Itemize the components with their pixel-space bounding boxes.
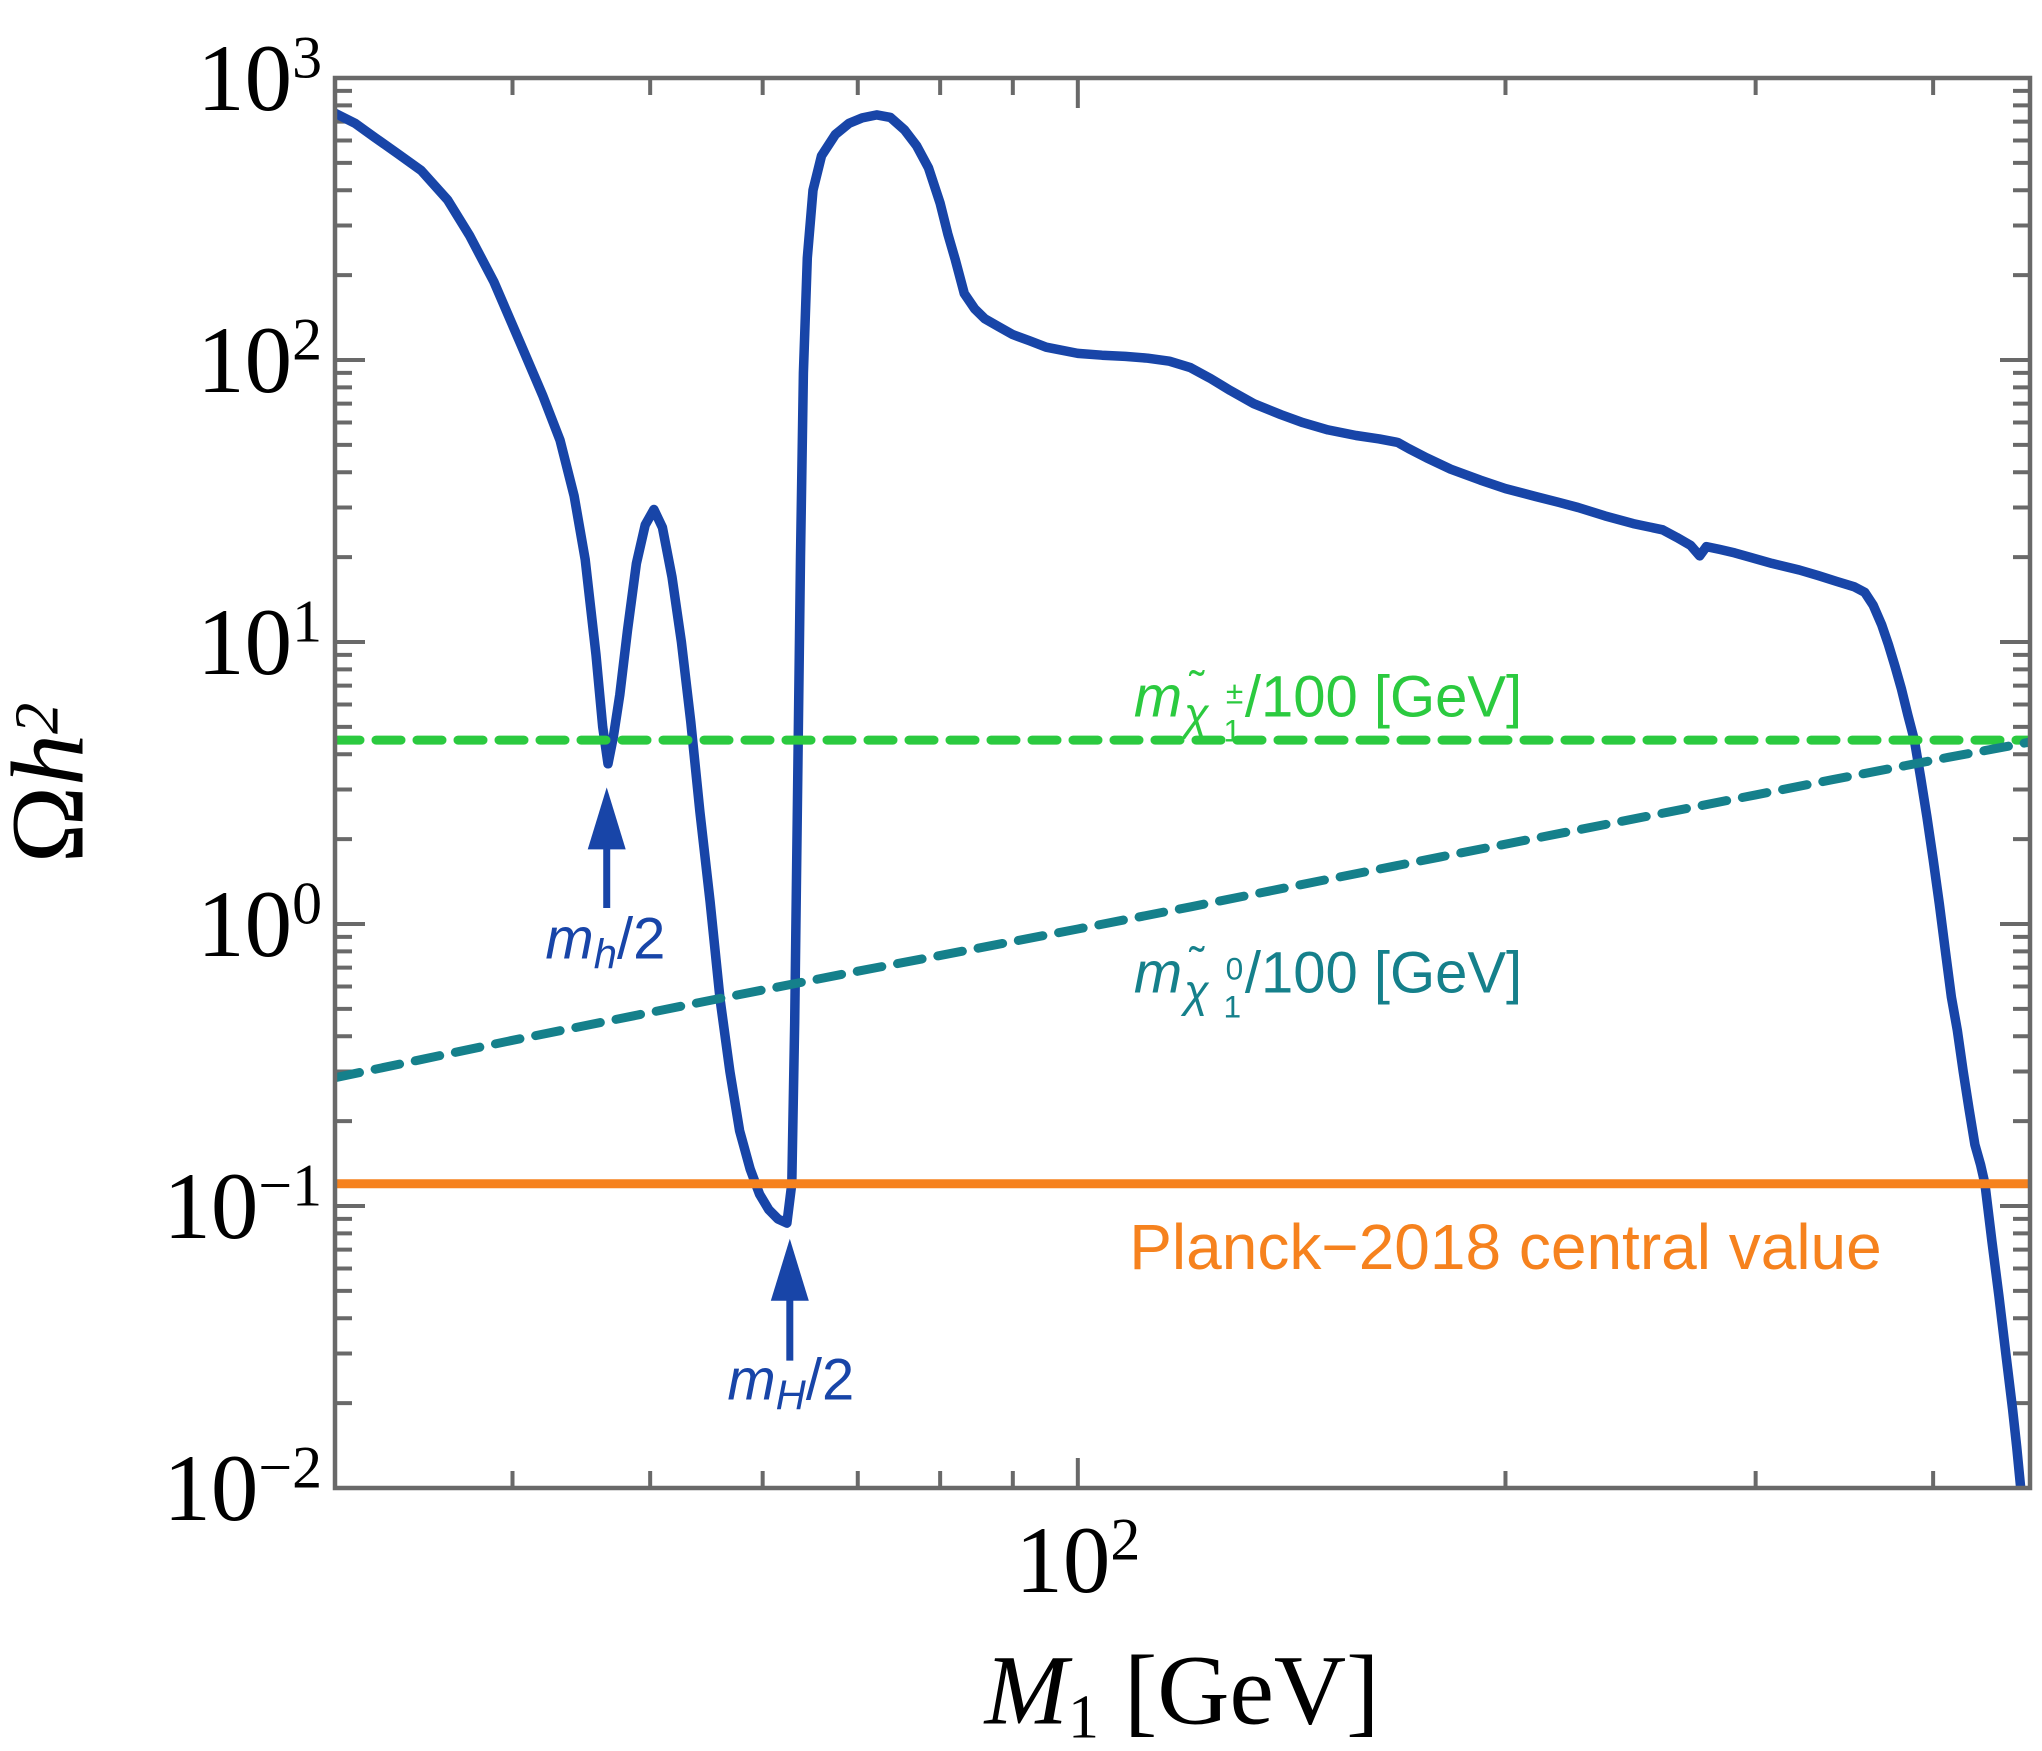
neutralino-mass-over-100-curve	[335, 737, 2030, 1083]
M1-subscript: 1	[1067, 1683, 1099, 1751]
omega-symbol: Ω	[0, 785, 106, 864]
neutralino-tilde: ˜	[1189, 937, 1205, 989]
chargino-m: m	[1133, 664, 1183, 730]
chargino-mass-label: mχ ˜ ±1/100 [GeV]	[1133, 662, 1523, 749]
mH-over-2-label: mH/2	[727, 1346, 854, 1419]
h-symbol: h	[0, 733, 106, 786]
y-tick-label-10e1: 101	[197, 588, 322, 695]
neutralino-charge: 0	[1225, 950, 1244, 987]
axis-ticks	[335, 76, 2030, 1490]
chargino-tilde: ˜	[1189, 661, 1205, 713]
x-tick-label-10e2: 102	[1015, 1506, 1141, 1613]
x-axis-label: M1 [GeV]	[985, 1633, 1380, 1751]
mh2-sub: h	[593, 931, 617, 979]
neutralino-rest: /100 [GeV]	[1244, 940, 1523, 1006]
chargino-rest: /100 [GeV]	[1244, 664, 1523, 730]
chargino-charge: ±	[1225, 674, 1244, 711]
relic-density-curve	[335, 108, 2026, 1488]
y-tick-label-10e2: 102	[197, 306, 322, 413]
mh2-m: m	[545, 906, 594, 972]
mh-over-2-label: mh/2	[545, 906, 665, 979]
chargino-index: 1	[1223, 712, 1242, 749]
neutralino-mass-label: mχ ˜ 0 1/100 [GeV]	[1133, 938, 1523, 1025]
neutralino-m: m	[1133, 940, 1183, 1006]
y-tick-label-10e3: 103	[197, 24, 322, 131]
M1-symbol: M	[984, 1634, 1068, 1746]
plot-frame	[332, 75, 2033, 1491]
y-tick-label-10e0: 100	[197, 870, 322, 977]
mh2-arrow	[587, 787, 626, 908]
neutralino-particle: χ ˜ 0 1	[1182, 938, 1245, 1025]
y-tick-label-10e−2: 10−2	[163, 1434, 322, 1541]
data-series	[335, 108, 2030, 1488]
mH2-rest: /2	[805, 1347, 855, 1413]
h-exponent: 2	[2, 702, 72, 734]
mH2-m: m	[727, 1347, 776, 1413]
y-axis-label: Ωh2	[0, 703, 108, 864]
chargino-chi: χ	[1183, 688, 1209, 740]
y-tick-label-10e−1: 10−1	[163, 1152, 322, 1259]
neutralino-index: 1	[1223, 988, 1242, 1025]
neutralino-chi: χ	[1183, 965, 1209, 1017]
mH2-arrow	[770, 1238, 809, 1361]
x-axis-unit: [GeV]	[1098, 1634, 1380, 1746]
chargino-particle: χ ˜ ±1	[1182, 662, 1245, 749]
planck-2018-label: Planck−2018 central value	[1129, 1211, 1882, 1284]
mh2-rest: /2	[616, 906, 666, 972]
mH2-sub: H	[775, 1371, 806, 1419]
